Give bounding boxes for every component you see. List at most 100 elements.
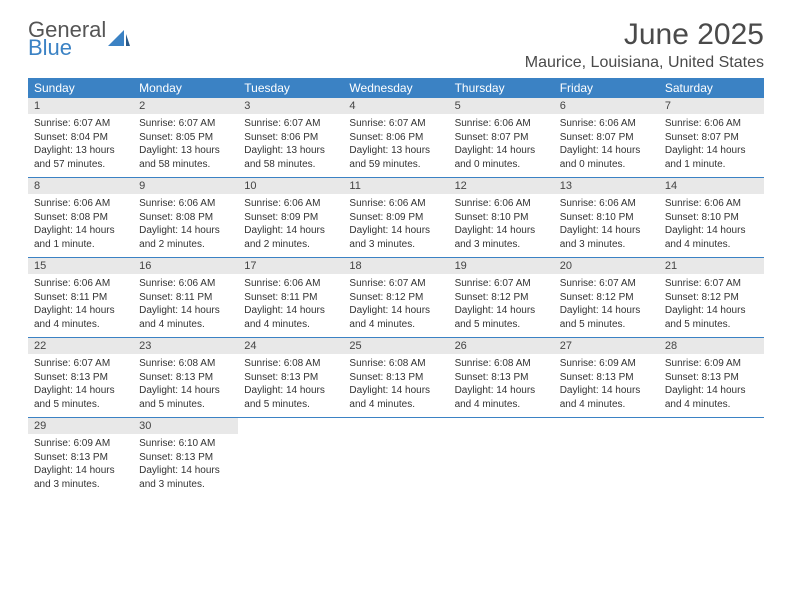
day-cell: 17Sunrise: 6:06 AMSunset: 8:11 PMDayligh… [238, 258, 343, 337]
day-cell: 28Sunrise: 6:09 AMSunset: 8:13 PMDayligh… [659, 338, 764, 417]
month-title: June 2025 [525, 18, 764, 52]
day-content: Sunrise: 6:06 AMSunset: 8:07 PMDaylight:… [659, 114, 764, 177]
daylight-text: Daylight: 14 hours and 0 minutes. [455, 144, 548, 171]
weeks-container: 1Sunrise: 6:07 AMSunset: 8:04 PMDaylight… [28, 98, 764, 497]
daylight-text: Daylight: 14 hours and 4 minutes. [349, 384, 442, 411]
daylight-text: Daylight: 13 hours and 57 minutes. [34, 144, 127, 171]
daylight-text: Daylight: 14 hours and 4 minutes. [139, 304, 232, 331]
daylight-text: Daylight: 14 hours and 4 minutes. [665, 224, 758, 251]
weekday-tuesday: Tuesday [238, 78, 343, 98]
weekday-header-row: Sunday Monday Tuesday Wednesday Thursday… [28, 78, 764, 98]
daylight-text: Daylight: 14 hours and 3 minutes. [349, 224, 442, 251]
day-content: Sunrise: 6:06 AMSunset: 8:11 PMDaylight:… [238, 274, 343, 337]
sunset-text: Sunset: 8:07 PM [455, 131, 548, 145]
day-content: Sunrise: 6:09 AMSunset: 8:13 PMDaylight:… [28, 434, 133, 497]
day-content: Sunrise: 6:09 AMSunset: 8:13 PMDaylight:… [659, 354, 764, 417]
daylight-text: Daylight: 13 hours and 59 minutes. [349, 144, 442, 171]
sunrise-text: Sunrise: 6:06 AM [455, 197, 548, 211]
day-cell: 27Sunrise: 6:09 AMSunset: 8:13 PMDayligh… [554, 338, 659, 417]
daylight-text: Daylight: 14 hours and 4 minutes. [455, 384, 548, 411]
day-cell: 6Sunrise: 6:06 AMSunset: 8:07 PMDaylight… [554, 98, 659, 177]
day-cell: 25Sunrise: 6:08 AMSunset: 8:13 PMDayligh… [343, 338, 448, 417]
sunrise-text: Sunrise: 6:07 AM [34, 357, 127, 371]
sunset-text: Sunset: 8:09 PM [244, 211, 337, 225]
day-number: 19 [449, 258, 554, 274]
sunset-text: Sunset: 8:06 PM [244, 131, 337, 145]
day-cell: 19Sunrise: 6:07 AMSunset: 8:12 PMDayligh… [449, 258, 554, 337]
sunset-text: Sunset: 8:10 PM [560, 211, 653, 225]
daylight-text: Daylight: 14 hours and 1 minute. [34, 224, 127, 251]
day-cell: 1Sunrise: 6:07 AMSunset: 8:04 PMDaylight… [28, 98, 133, 177]
sunrise-text: Sunrise: 6:09 AM [665, 357, 758, 371]
sunrise-text: Sunrise: 6:06 AM [665, 117, 758, 131]
daylight-text: Daylight: 14 hours and 2 minutes. [244, 224, 337, 251]
day-cell: 30Sunrise: 6:10 AMSunset: 8:13 PMDayligh… [133, 418, 238, 497]
day-content: Sunrise: 6:06 AMSunset: 8:07 PMDaylight:… [449, 114, 554, 177]
sunset-text: Sunset: 8:08 PM [34, 211, 127, 225]
day-content: Sunrise: 6:07 AMSunset: 8:13 PMDaylight:… [28, 354, 133, 417]
daylight-text: Daylight: 14 hours and 2 minutes. [139, 224, 232, 251]
weekday-thursday: Thursday [449, 78, 554, 98]
day-cell: 15Sunrise: 6:06 AMSunset: 8:11 PMDayligh… [28, 258, 133, 337]
sunset-text: Sunset: 8:11 PM [139, 291, 232, 305]
calendar-grid: Sunday Monday Tuesday Wednesday Thursday… [28, 78, 764, 497]
sunrise-text: Sunrise: 6:06 AM [560, 117, 653, 131]
day-content: Sunrise: 6:07 AMSunset: 8:05 PMDaylight:… [133, 114, 238, 177]
sunrise-text: Sunrise: 6:07 AM [665, 277, 758, 291]
day-content: Sunrise: 6:07 AMSunset: 8:12 PMDaylight:… [554, 274, 659, 337]
sunset-text: Sunset: 8:11 PM [34, 291, 127, 305]
sunset-text: Sunset: 8:12 PM [349, 291, 442, 305]
daylight-text: Daylight: 14 hours and 0 minutes. [560, 144, 653, 171]
day-number: 23 [133, 338, 238, 354]
sunset-text: Sunset: 8:06 PM [349, 131, 442, 145]
day-number: 28 [659, 338, 764, 354]
day-content: Sunrise: 6:10 AMSunset: 8:13 PMDaylight:… [133, 434, 238, 497]
daylight-text: Daylight: 14 hours and 4 minutes. [34, 304, 127, 331]
sunrise-text: Sunrise: 6:07 AM [349, 117, 442, 131]
day-content: Sunrise: 6:07 AMSunset: 8:12 PMDaylight:… [449, 274, 554, 337]
sunrise-text: Sunrise: 6:06 AM [665, 197, 758, 211]
sunset-text: Sunset: 8:13 PM [34, 451, 127, 465]
sunset-text: Sunset: 8:07 PM [665, 131, 758, 145]
sunset-text: Sunset: 8:12 PM [560, 291, 653, 305]
sunrise-text: Sunrise: 6:07 AM [560, 277, 653, 291]
daylight-text: Daylight: 14 hours and 1 minute. [665, 144, 758, 171]
day-content: Sunrise: 6:07 AMSunset: 8:12 PMDaylight:… [343, 274, 448, 337]
sunrise-text: Sunrise: 6:08 AM [244, 357, 337, 371]
sunset-text: Sunset: 8:13 PM [560, 371, 653, 385]
sunrise-text: Sunrise: 6:06 AM [34, 197, 127, 211]
sail-icon [106, 26, 132, 52]
day-number: 30 [133, 418, 238, 434]
sunrise-text: Sunrise: 6:06 AM [244, 197, 337, 211]
day-content: Sunrise: 6:06 AMSunset: 8:11 PMDaylight:… [133, 274, 238, 337]
day-number: 11 [343, 178, 448, 194]
week-row: 22Sunrise: 6:07 AMSunset: 8:13 PMDayligh… [28, 338, 764, 418]
sunset-text: Sunset: 8:13 PM [34, 371, 127, 385]
day-number: 14 [659, 178, 764, 194]
day-cell: 29Sunrise: 6:09 AMSunset: 8:13 PMDayligh… [28, 418, 133, 497]
day-cell: 10Sunrise: 6:06 AMSunset: 8:09 PMDayligh… [238, 178, 343, 257]
sunrise-text: Sunrise: 6:06 AM [244, 277, 337, 291]
day-number: 16 [133, 258, 238, 274]
day-cell: 7Sunrise: 6:06 AMSunset: 8:07 PMDaylight… [659, 98, 764, 177]
day-content: Sunrise: 6:06 AMSunset: 8:08 PMDaylight:… [28, 194, 133, 257]
daylight-text: Daylight: 13 hours and 58 minutes. [139, 144, 232, 171]
daylight-text: Daylight: 14 hours and 5 minutes. [665, 304, 758, 331]
daylight-text: Daylight: 14 hours and 5 minutes. [139, 384, 232, 411]
sunrise-text: Sunrise: 6:06 AM [455, 117, 548, 131]
day-cell: 16Sunrise: 6:06 AMSunset: 8:11 PMDayligh… [133, 258, 238, 337]
day-cell [659, 418, 764, 497]
sunset-text: Sunset: 8:10 PM [665, 211, 758, 225]
day-number: 22 [28, 338, 133, 354]
day-content: Sunrise: 6:06 AMSunset: 8:08 PMDaylight:… [133, 194, 238, 257]
day-cell: 2Sunrise: 6:07 AMSunset: 8:05 PMDaylight… [133, 98, 238, 177]
day-content: Sunrise: 6:08 AMSunset: 8:13 PMDaylight:… [133, 354, 238, 417]
day-number: 29 [28, 418, 133, 434]
sunset-text: Sunset: 8:13 PM [244, 371, 337, 385]
sunset-text: Sunset: 8:13 PM [665, 371, 758, 385]
sunrise-text: Sunrise: 6:08 AM [139, 357, 232, 371]
daylight-text: Daylight: 14 hours and 4 minutes. [560, 384, 653, 411]
daylight-text: Daylight: 14 hours and 5 minutes. [34, 384, 127, 411]
day-number: 26 [449, 338, 554, 354]
logo: General Blue [28, 18, 132, 60]
